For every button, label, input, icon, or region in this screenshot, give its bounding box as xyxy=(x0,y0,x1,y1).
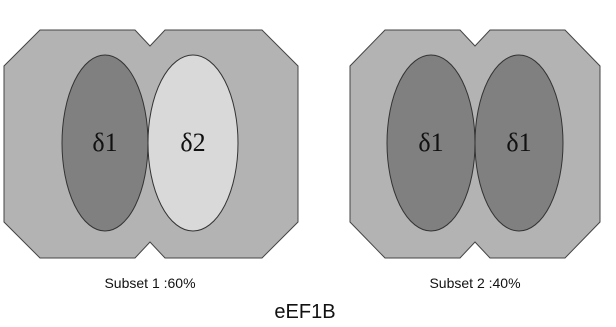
subunit-label: δ1 xyxy=(92,128,117,157)
panel: δ1 δ1 Subset 2 :40% xyxy=(350,30,600,291)
subunit-label: δ2 xyxy=(180,128,205,157)
diagram-title: eEF1B xyxy=(274,301,335,323)
panel-caption: Subset 1 :60% xyxy=(104,275,195,291)
subunit-label: δ1 xyxy=(506,128,531,157)
diagram: δ1 δ2 Subset 1 :60% δ1 δ1 Subset 2 :40% … xyxy=(0,0,616,327)
subunit-label: δ1 xyxy=(418,128,443,157)
panel: δ1 δ2 Subset 1 :60% xyxy=(4,30,298,291)
panel-caption: Subset 2 :40% xyxy=(429,275,520,291)
